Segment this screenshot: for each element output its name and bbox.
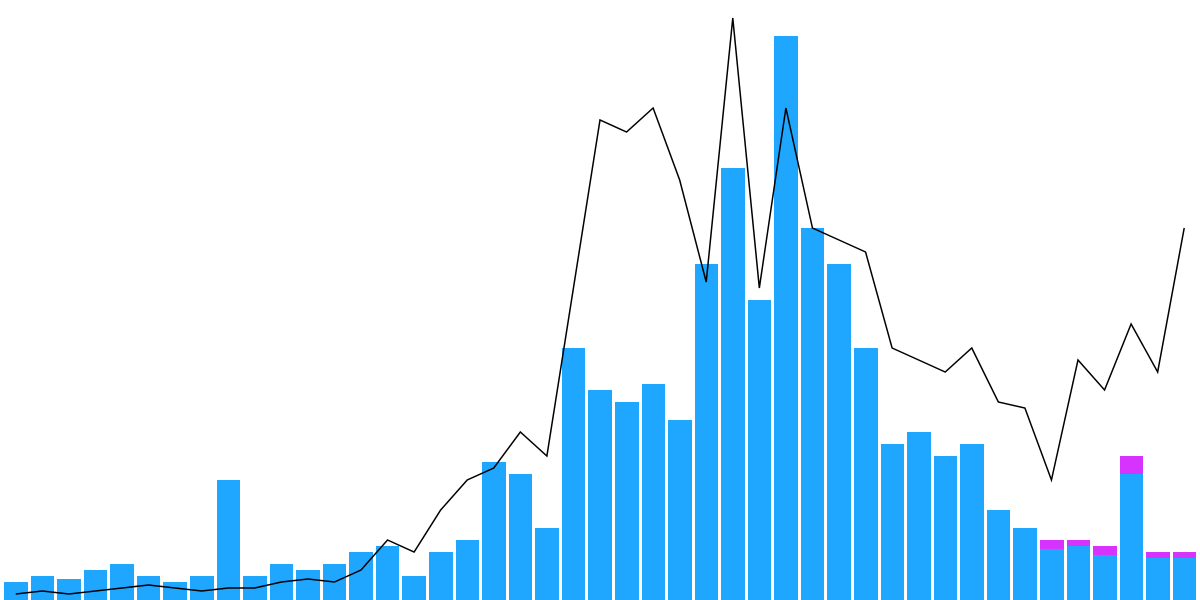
bar-segment (1040, 540, 1064, 549)
bar-segment (243, 576, 267, 600)
bar (907, 0, 931, 600)
bar (110, 0, 134, 600)
bar-segment (615, 402, 639, 600)
bar-segment (1040, 549, 1064, 600)
bar (1093, 0, 1117, 600)
bar-segment (1067, 546, 1091, 600)
bar-segment (642, 384, 666, 600)
bar-segment (1013, 528, 1037, 600)
bar (881, 0, 905, 600)
bar-segment (482, 462, 506, 600)
bar (456, 0, 480, 600)
bar-segment (1120, 474, 1144, 600)
bar (748, 0, 772, 600)
bar (57, 0, 81, 600)
bar-segment (270, 564, 294, 600)
bar-segment (296, 570, 320, 600)
bar (376, 0, 400, 600)
bar (695, 0, 719, 600)
bar (402, 0, 426, 600)
bar-segment (535, 528, 559, 600)
bar-segment (1093, 555, 1117, 600)
bar (588, 0, 612, 600)
bar-segment (668, 420, 692, 600)
bar (323, 0, 347, 600)
bar-segment (881, 444, 905, 600)
bar (509, 0, 533, 600)
bar-segment (323, 564, 347, 600)
bar-segment (748, 300, 772, 600)
bar-segment (509, 474, 533, 600)
bar (1067, 0, 1091, 600)
bar-segment (695, 264, 719, 600)
bar-segment (217, 480, 241, 600)
bar-segment (4, 582, 28, 600)
bar (163, 0, 187, 600)
bar-segment (827, 264, 851, 600)
bar-segment (721, 168, 745, 600)
bar-segment (987, 510, 1011, 600)
bar (31, 0, 55, 600)
bar-segment (1146, 558, 1170, 600)
bar-segment (562, 348, 586, 600)
bar (562, 0, 586, 600)
bar-segment (588, 390, 612, 600)
bar-segment (31, 576, 55, 600)
bar (349, 0, 373, 600)
bar (429, 0, 453, 600)
bar (4, 0, 28, 600)
bar (84, 0, 108, 600)
bar-segment (801, 228, 825, 600)
bar-segment (907, 432, 931, 600)
bar-segment (349, 552, 373, 600)
bar-segment (1093, 546, 1117, 555)
bar (243, 0, 267, 600)
bar (642, 0, 666, 600)
bar-segment (1173, 558, 1197, 600)
bar (774, 0, 798, 600)
bar-segment (137, 576, 161, 600)
bar-segment (190, 576, 214, 600)
bar (535, 0, 559, 600)
bar-segment (960, 444, 984, 600)
bar (137, 0, 161, 600)
bar (1013, 0, 1037, 600)
bar (482, 0, 506, 600)
bar (827, 0, 851, 600)
bar-segment (429, 552, 453, 600)
bar (615, 0, 639, 600)
bar (296, 0, 320, 600)
bar-segment (854, 348, 878, 600)
bar (960, 0, 984, 600)
bar-segment (84, 570, 108, 600)
bar (1120, 0, 1144, 600)
bar (1040, 0, 1064, 600)
bar-segment (57, 579, 81, 600)
bar-segment (1120, 456, 1144, 474)
bar-segment (110, 564, 134, 600)
bar-segment (402, 576, 426, 600)
bar-segment (163, 582, 187, 600)
bar (987, 0, 1011, 600)
combo-chart (0, 0, 1200, 600)
bar (934, 0, 958, 600)
bar (1146, 0, 1170, 600)
bar (190, 0, 214, 600)
bar (721, 0, 745, 600)
bar (854, 0, 878, 600)
bars-group (0, 0, 1200, 600)
bar (270, 0, 294, 600)
bar (668, 0, 692, 600)
bar (1173, 0, 1197, 600)
bar-segment (376, 546, 400, 600)
bar-segment (934, 456, 958, 600)
bar (217, 0, 241, 600)
bar-segment (456, 540, 480, 600)
bar-segment (774, 36, 798, 600)
bar (801, 0, 825, 600)
